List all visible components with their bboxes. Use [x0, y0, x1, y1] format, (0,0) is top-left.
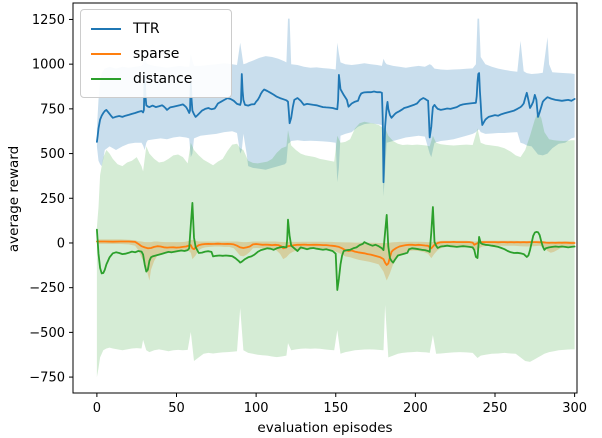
y-tick-label: −750: [29, 371, 65, 386]
legend-line-swatch-sparse: [91, 52, 121, 55]
legend-item-sparse: sparse: [91, 41, 221, 66]
legend-item-distance: distance: [91, 66, 221, 91]
distance-band: [96, 112, 575, 378]
ttr-line: [96, 72, 576, 184]
y-tick-label: −500: [29, 326, 65, 341]
x-tick-label: 0: [93, 401, 101, 416]
x-tick-label: 50: [168, 401, 185, 416]
x-tick-label: 200: [403, 401, 428, 416]
legend-item-ttr: TTR: [91, 16, 221, 41]
x-tick-label: 300: [562, 401, 587, 416]
distance-line: [96, 202, 576, 291]
legend-label-ttr: TTR: [133, 20, 160, 37]
legend-label-sparse: sparse: [133, 45, 180, 62]
sparse-line: [96, 240, 576, 266]
y-tick-label: 750: [40, 102, 65, 117]
x-axis-label: evaluation episodes: [257, 420, 393, 436]
y-tick-label: 1000: [32, 58, 65, 73]
y-tick-label: −250: [29, 281, 65, 296]
legend-label-distance: distance: [133, 70, 193, 87]
y-tick-label: 250: [40, 192, 65, 207]
y-tick-label: 0: [57, 236, 65, 251]
legend-line-swatch-distance: [91, 77, 121, 80]
y-axis-label: average reward: [6, 145, 22, 253]
x-tick-label: 250: [483, 401, 508, 416]
ttr-band: [96, 18, 575, 197]
legend: TTR sparse distance: [80, 9, 232, 98]
legend-line-swatch-ttr: [91, 27, 121, 30]
y-tick-label: 1250: [32, 13, 65, 28]
y-tick-label: 500: [40, 147, 65, 162]
x-tick-label: 150: [323, 401, 348, 416]
x-tick-label: 100: [244, 401, 269, 416]
sparse-band: [96, 239, 575, 281]
